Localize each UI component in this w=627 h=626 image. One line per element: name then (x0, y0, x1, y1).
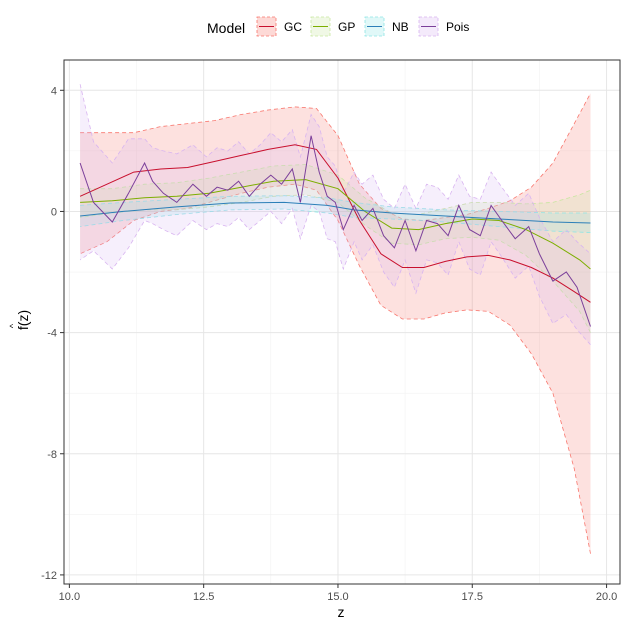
line-nb (80, 201, 591, 224)
legend-label-gc: GC (284, 20, 302, 34)
legend-title: Model (207, 20, 245, 36)
x-tick-label: 20.0 (596, 591, 617, 603)
legend-item-gp: GP (310, 16, 355, 37)
y-axis-title: f(z) (15, 310, 31, 330)
grid-minor (64, 60, 620, 584)
y-tick-label: 4 (51, 85, 57, 97)
line-pois (79, 135, 591, 327)
line-gc (79, 144, 591, 303)
x-tick-label: 17.5 (462, 591, 483, 603)
y-axis-title-group: f(z) ^ (8, 310, 31, 330)
ribbon-pois (80, 84, 591, 345)
upper-bound-nb (80, 195, 591, 214)
x-tick-label: 12.5 (193, 591, 214, 603)
grid-major (64, 60, 620, 584)
legend-label-pois: Pois (446, 20, 469, 34)
legend-item-nb: NB (364, 16, 409, 37)
legend-label-gp: GP (338, 20, 355, 34)
x-axis-title: z (338, 604, 345, 620)
panel-border (63, 59, 621, 585)
y-tick-label: -8 (47, 449, 57, 461)
x-tick-label: 15.0 (327, 591, 348, 603)
y-tick-label: -12 (41, 570, 57, 582)
ribbon-gp (80, 164, 591, 333)
legend-item-gc: GC (256, 16, 302, 37)
y-axis: 4 0 -4 -8 -12 (41, 85, 64, 582)
upper-bound-gc (80, 93, 591, 221)
ribbon-gc (80, 93, 591, 554)
x-tick-label: 10.0 (59, 591, 80, 603)
legend-item-pois: Pois (418, 16, 469, 37)
legend-label-nb: NB (392, 20, 409, 34)
y-tick-label: 0 (51, 206, 57, 218)
upper-bound-pois (79, 84, 591, 255)
lower-bound-gp (80, 194, 591, 333)
lower-bound-nb (80, 208, 591, 233)
legend: Model GC GP NB Pois (207, 16, 469, 37)
series-lines (79, 135, 591, 327)
y-axis-title-hat: ^ (8, 323, 18, 328)
lower-bound-gc (79, 183, 591, 554)
upper-bound-gp (80, 164, 591, 215)
y-tick-label: -4 (47, 328, 57, 340)
x-axis: 10.0 12.5 15.0 17.5 20.0 (59, 584, 617, 603)
lower-bound-pois (79, 204, 591, 345)
